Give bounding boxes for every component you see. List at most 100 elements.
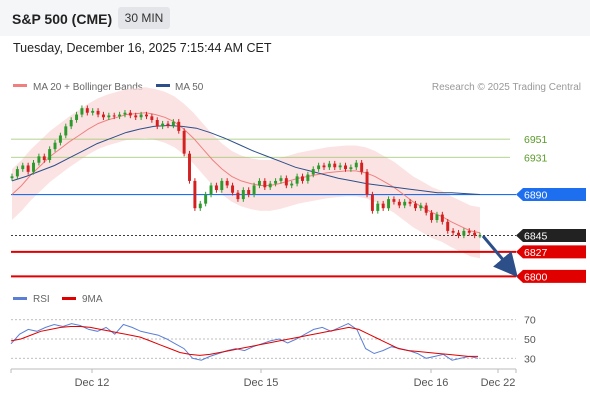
candle-body <box>306 174 310 181</box>
instrument-title: S&P 500 (CME) <box>12 11 113 27</box>
candle-body <box>370 194 374 211</box>
candle-body <box>365 171 369 195</box>
legend-swatch-ma50 <box>156 84 170 87</box>
candle-body <box>198 203 202 209</box>
candle-body <box>220 180 224 190</box>
candle-body <box>48 149 52 160</box>
candle-body <box>188 153 191 181</box>
candle-body <box>333 163 337 168</box>
candle-body <box>462 230 466 236</box>
candle-body <box>354 162 358 168</box>
candle-body <box>150 116 154 120</box>
candle-body <box>69 120 73 127</box>
candle-body <box>139 114 143 118</box>
candle-body <box>473 232 477 236</box>
candle-body <box>317 165 321 170</box>
rsi-line <box>10 323 479 361</box>
candle-body <box>419 205 423 209</box>
candle-body <box>392 199 396 202</box>
candle-body <box>161 123 165 127</box>
candle-body <box>322 165 326 168</box>
candle-body <box>37 156 41 163</box>
candle-body <box>15 169 19 177</box>
candle-body <box>101 114 105 118</box>
candle-body <box>263 180 267 188</box>
legend-label-ma50: MA 50 <box>175 82 204 93</box>
bollinger-band-fill <box>12 87 480 259</box>
candle-body <box>128 112 132 116</box>
bollinger-band <box>12 87 480 259</box>
timestamp: Tuesday, December 16, 2025 7:15:44 AM CE… <box>13 41 272 55</box>
candlesticks <box>10 105 482 239</box>
x-tick-label: Dec 22 <box>481 377 516 389</box>
candle-body <box>42 156 46 160</box>
candle-body <box>107 115 111 118</box>
candle-body <box>75 114 79 120</box>
candle-body <box>96 110 100 115</box>
candle-body <box>209 185 213 195</box>
candle-body <box>225 180 229 186</box>
rsi-level-label-70: 70 <box>524 315 536 327</box>
rsi-level-label-50: 50 <box>524 334 536 346</box>
candle-body <box>284 178 288 186</box>
ma20-line <box>11 112 481 234</box>
candle-body <box>123 112 127 115</box>
legend-label-rsi: RSI <box>33 294 50 305</box>
candle-body <box>134 115 138 118</box>
candle-body <box>241 190 245 200</box>
candle-body <box>145 114 148 117</box>
candle-body <box>155 120 159 127</box>
candle-body <box>451 230 455 233</box>
timeframe-button[interactable]: 30 MIN <box>118 7 170 29</box>
candle-body <box>344 165 347 170</box>
candle-body <box>387 199 391 209</box>
candle-body <box>413 203 417 209</box>
candle-body <box>252 185 256 195</box>
candle-body <box>467 230 471 233</box>
candle-body <box>435 214 439 220</box>
price-badge-label-6845: 6845 <box>524 230 548 242</box>
x-axis: Dec 12 Dec 15 Dec 16 Dec 22 <box>10 369 517 389</box>
level-label-6951: 6951 <box>524 134 548 146</box>
candle-body <box>268 183 272 188</box>
candle-body <box>478 235 482 237</box>
moving-averages <box>11 112 481 234</box>
header-bar <box>0 0 590 36</box>
candle-body <box>295 176 299 184</box>
candle-body <box>290 183 294 186</box>
candle-body <box>338 165 342 168</box>
candle-body <box>457 232 460 236</box>
candle-body <box>274 180 278 184</box>
candle-body <box>177 121 181 131</box>
price-badge-6800 <box>516 269 586 283</box>
price-badge-6827 <box>516 245 586 259</box>
x-tick-label: Dec 12 <box>75 377 110 389</box>
candle-body <box>53 142 57 150</box>
candle-body <box>424 205 428 213</box>
candle-body <box>311 169 315 175</box>
x-tick-label: Dec 15 <box>244 377 279 389</box>
level-label-6931: 6931 <box>524 152 548 164</box>
candle-body <box>85 108 89 113</box>
candle-body <box>381 203 385 209</box>
candle-body <box>376 203 380 211</box>
candle-body <box>279 178 283 181</box>
legend-swatch-9ma <box>62 297 76 300</box>
watermark: Research © 2025 Trading Central <box>432 82 581 93</box>
candle-body <box>349 167 353 170</box>
candle-body <box>26 165 30 172</box>
candle-body <box>58 135 62 143</box>
candle-body <box>257 180 261 186</box>
candle-body <box>446 221 450 231</box>
candle-body <box>204 194 208 204</box>
candle-body <box>182 130 186 154</box>
candle-body <box>403 201 407 206</box>
candle-body <box>80 108 84 115</box>
candle-body <box>247 190 251 195</box>
candle-body <box>430 212 434 220</box>
candle-body <box>166 123 170 126</box>
rsi-legend: RSI 9MA <box>13 294 103 305</box>
price-badge-6890 <box>516 188 586 202</box>
price-levels: 6951 6931 6890 6845 6827 6800 <box>11 134 586 283</box>
candle-body <box>91 110 95 113</box>
